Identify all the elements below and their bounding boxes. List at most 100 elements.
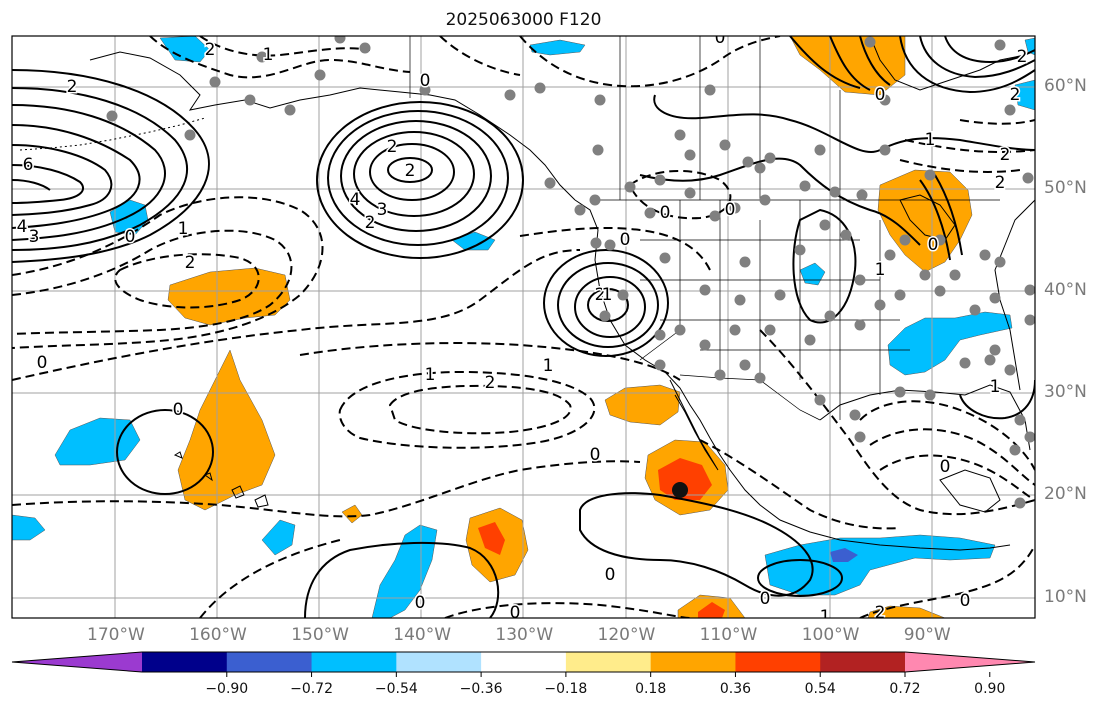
- contour-line: [757, 559, 843, 597]
- station-dot-icon: [534, 82, 546, 94]
- contour-line-dashed: [388, 384, 572, 435]
- station-dot-icon: [684, 149, 696, 161]
- station-dot-icon: [774, 289, 786, 301]
- station-dot-icon: [894, 289, 906, 301]
- station-dot-icon: [590, 237, 602, 249]
- political-borders: [409, 36, 1000, 421]
- contour-line: [919, 174, 963, 261]
- station-dot-icon: [804, 334, 816, 346]
- station-dot-icon: [1004, 364, 1016, 376]
- station-dot-icon: [874, 299, 886, 311]
- station-dot-icon: [934, 285, 946, 297]
- station-dot-icon: [209, 76, 221, 88]
- station-dot-icon: [284, 104, 296, 116]
- contour-line: [919, 36, 1035, 79]
- contour-label: 0: [125, 227, 136, 247]
- colorbar-segment: [735, 652, 821, 672]
- station-dot-icon: [659, 252, 671, 264]
- station-dot-icon: [994, 39, 1006, 51]
- contour-label: 1: [602, 285, 613, 305]
- contour-label: 2: [875, 603, 886, 623]
- station-dot-icon: [1024, 284, 1035, 296]
- contour-label: 0: [590, 445, 601, 465]
- station-layer: [106, 36, 1035, 509]
- station-dot-icon: [854, 319, 866, 331]
- contour-line: [12, 104, 166, 241]
- station-dot-icon: [419, 84, 431, 96]
- blue-area: [261, 519, 296, 556]
- station-dot-icon: [879, 144, 891, 156]
- station-dot-icon: [934, 234, 946, 246]
- colorbar-tick-label: 0.90: [974, 681, 1006, 697]
- orange-area: [877, 169, 973, 273]
- contour-label: 0: [660, 203, 671, 223]
- station-dot-icon: [734, 294, 746, 306]
- station-dot-icon: [699, 339, 711, 351]
- blue-area: [54, 417, 141, 466]
- station-dot-icon: [654, 329, 666, 341]
- contour-line-dashed: [759, 329, 1035, 516]
- contour-line: [792, 208, 857, 324]
- station-dot-icon: [894, 386, 906, 398]
- station-dot-icon: [1014, 497, 1026, 509]
- contour-label: 0: [715, 28, 726, 48]
- contour-line: [639, 157, 921, 246]
- red-area: [478, 522, 505, 555]
- colorbar-segment: [311, 652, 397, 672]
- contour-label: 1: [543, 356, 554, 376]
- station-dot-icon: [814, 144, 826, 156]
- colorbar-tick-label: 0.18: [635, 681, 667, 697]
- station-dot-icon: [714, 369, 726, 381]
- contour-line-dashed: [519, 36, 781, 88]
- longitude-label: 170°W: [87, 625, 145, 645]
- colorbar-tick-label: 0.72: [889, 681, 921, 697]
- station-dot-icon: [829, 186, 841, 198]
- border-us-mexico: [679, 374, 821, 421]
- contour-label: 2: [185, 253, 196, 273]
- longitude-label: 120°W: [597, 625, 656, 645]
- station-dot-icon: [699, 284, 711, 296]
- contour-line-dashed: [439, 36, 521, 76]
- station-dot-icon: [704, 84, 716, 96]
- coastline-baja: [669, 379, 719, 471]
- contour-line-dashed: [12, 249, 581, 381]
- contour-line: [116, 409, 214, 495]
- colorbar-tick-label: −0.18: [544, 681, 588, 697]
- contour-line-dashed: [114, 253, 260, 309]
- station-dot-icon: [794, 244, 806, 256]
- contour-label: 3: [29, 227, 40, 247]
- colorbar-tick-label: −0.36: [459, 681, 503, 697]
- contour-label: 0: [940, 457, 951, 477]
- contour-label: 1: [263, 45, 274, 65]
- colorbar-segment: [820, 652, 906, 672]
- station-dot-icon: [884, 249, 896, 261]
- contour-line: [12, 124, 141, 229]
- colorbar-extend-right: [905, 652, 1035, 672]
- contour-line: [12, 164, 85, 204]
- contour-line-dashed: [444, 602, 691, 618]
- station-dot-icon: [314, 69, 326, 81]
- contour-line-dashed: [338, 370, 596, 449]
- contour-line-dashed: [699, 439, 901, 530]
- contour-line: [327, 110, 509, 246]
- station-dot-icon: [1022, 172, 1034, 184]
- station-dot-icon: [729, 202, 741, 214]
- contour-label: 0: [928, 235, 939, 255]
- station-dot-icon: [719, 139, 731, 151]
- longitude-label: 90°W: [903, 625, 951, 645]
- latitude-label: 20°N: [1044, 484, 1087, 505]
- station-dot-icon: [799, 180, 811, 192]
- contour-line-dashed: [12, 229, 293, 335]
- contour-line-dashed: [859, 400, 1035, 471]
- orange-area: [604, 384, 681, 426]
- contour-label: 1: [925, 130, 936, 150]
- focus-point-icon: [672, 482, 688, 498]
- station-dot-icon: [754, 372, 766, 384]
- contour-label: 3: [377, 200, 388, 220]
- station-dot-icon: [984, 354, 996, 366]
- contour-line: [574, 276, 646, 338]
- station-dot-icon: [919, 269, 931, 281]
- lake-coast: [899, 194, 956, 241]
- orange-area: [177, 349, 276, 511]
